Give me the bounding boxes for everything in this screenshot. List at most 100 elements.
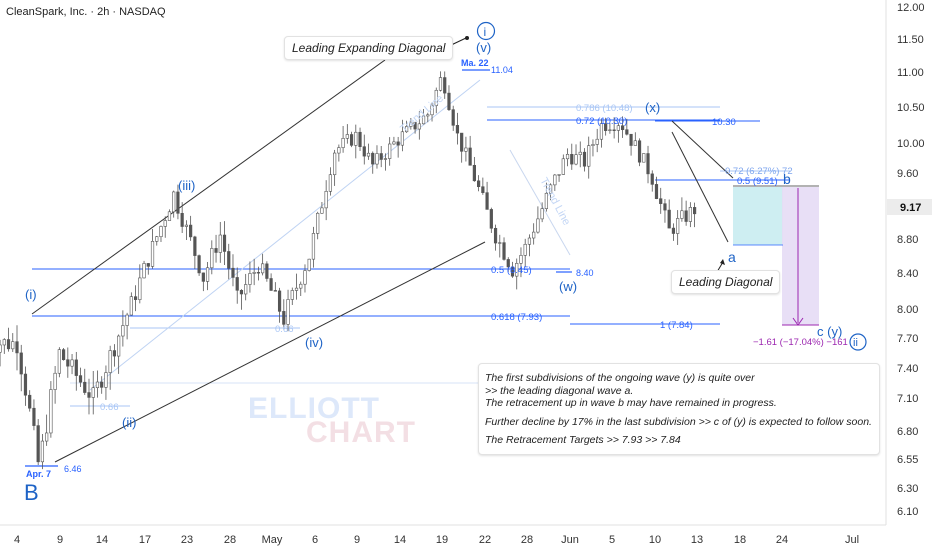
wave-b-label: b [783,171,791,187]
y-tick-2: 11.00 [897,67,924,79]
candle [421,108,426,125]
candle [680,197,684,222]
candle [95,370,100,398]
candle [582,148,587,172]
x-tick-19: Jul [845,534,859,546]
candle [49,381,53,438]
candle [443,71,447,99]
candle [587,136,591,179]
candle [167,209,172,221]
candle [549,183,553,201]
fib-72-label: 0.72 (10.30) [576,116,627,127]
candle [383,153,388,171]
candle [388,137,392,166]
y-tick-0: 12.00 [897,2,925,14]
wave-ii-circle [849,333,867,351]
wave-w-label: (w) [559,279,577,294]
candle [477,175,481,192]
candle [265,261,269,282]
fib-5-label: 0.5 (8.45) [491,265,532,276]
candle [654,176,659,200]
wave-i-label: (i) [25,287,37,302]
candle [205,261,210,291]
x-tick-2: 14 [96,534,108,546]
ld-lower-line [671,131,729,243]
measure-label: −1.61 (−17.04%) −161 [753,337,848,348]
candle [0,339,2,367]
candle [472,156,476,182]
x-tick-17: 18 [734,534,746,546]
a-pointer-head [720,259,725,265]
candle [222,221,227,266]
candle [235,267,239,304]
candle [104,365,108,400]
candle [625,118,629,136]
candle [451,105,455,131]
candle [595,128,599,153]
y-tick-14: 6.55 [897,454,918,466]
candle [413,121,417,134]
fib-066-b-label: 0.66 [100,402,119,413]
candle [409,117,413,130]
y-tick-9: 8.00 [897,304,918,316]
candle [527,234,532,257]
high-1104-label: 11.04 [491,65,513,75]
candle [307,258,311,272]
candle [176,184,180,220]
candle [659,187,663,214]
candle [138,264,142,304]
x-tick-7: 6 [312,534,318,546]
note-paragraph-2: Further decline by 17% in the last subdi… [485,415,872,428]
candle [392,136,396,146]
candle [282,299,286,330]
candle [290,287,294,306]
y-tick-5: 9.60 [897,168,918,180]
candle [379,145,383,168]
x-tick-12: 28 [521,534,533,546]
candle [159,225,163,243]
last-price-tag [887,199,932,215]
candle [366,143,371,160]
y-tick-8: 8.40 [897,268,918,280]
candle [142,260,146,279]
candle [117,334,121,374]
wave-B-label: B [24,480,39,505]
candle [277,287,282,323]
price-axis[interactable]: 12.0011.5011.0010.5010.009.609.208.808.4… [897,2,925,518]
candle [184,220,189,240]
candle [557,174,561,182]
note-paragraph-3: The Retracement Targets >> 7.93 >> 7.84 [485,434,681,446]
x-tick-1: 9 [57,534,63,546]
candle [650,170,654,192]
y-tick-11: 7.40 [897,363,918,375]
candle [692,202,697,228]
candle [15,325,19,371]
c-target-zone [782,187,819,325]
candle [201,272,205,292]
leading-diagonal-label: Leading Diagonal [671,270,781,294]
candle [417,111,421,140]
time-axis[interactable]: 4 9 14 17 23 28 May 6 9 14 19 22 28 Jun 5 10 13 18 24 Jul [14,534,859,546]
candle [227,243,231,280]
candle [345,124,349,144]
y-tick-15: 6.30 [897,483,918,495]
candle [663,199,667,223]
candle [608,123,612,134]
wave-iii-label: (iii) [178,178,195,193]
candle [434,87,438,114]
x-tick-0: 4 [14,534,20,546]
apr7-label: Apr. 7 [26,469,51,479]
leading-expanding-diagonal-label: Leading Expanding Diagonal [284,36,454,60]
ld-upper-line [671,120,734,179]
candle [375,145,379,169]
y-tick-1: 11.50 [897,34,924,46]
fib-786-label: 0.786 (10.48) [576,103,633,114]
low-646-label: 6.46 [64,464,82,474]
x-tick-8: 9 [354,534,360,546]
candle [261,253,265,276]
candle [19,344,23,392]
candle [646,145,650,184]
candle [341,126,345,153]
note-paragraph-1: The first subdivisions of the ongoing wa… [485,372,777,409]
